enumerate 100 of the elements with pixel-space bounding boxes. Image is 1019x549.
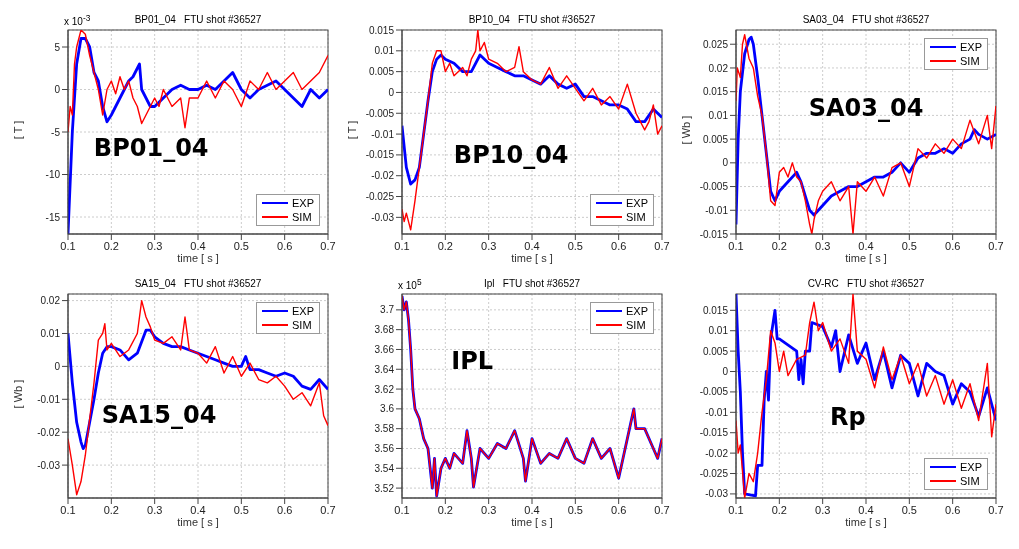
- y-axis-title: [ Wb ]: [12, 378, 24, 411]
- x-tick-label: 0.2: [771, 503, 787, 516]
- y-tick-label: 0.01: [708, 325, 729, 337]
- y-tick-label: 3.58: [374, 423, 395, 435]
- y-axis-title: [ T ]: [12, 119, 24, 142]
- legend-label: SIM: [959, 54, 980, 68]
- x-tick-label: 0.1: [60, 239, 76, 252]
- y-tick-label: -0.005: [699, 181, 729, 193]
- annotation: Rp: [829, 402, 866, 431]
- y-tick-label: -0.01: [705, 204, 729, 216]
- legend-label: SIM: [291, 318, 312, 332]
- x-tick-label: 0.2: [771, 239, 787, 252]
- x-tick-label: 0.3: [815, 503, 831, 516]
- x-tick-label: 0.1: [394, 503, 410, 516]
- y-tick-label: 0.025: [702, 38, 729, 50]
- x-tick-label: 0.4: [858, 503, 874, 516]
- x-tick-label: 0.5: [901, 503, 917, 516]
- legend-label: SIM: [625, 318, 646, 332]
- x-tick-label: 0.1: [60, 503, 76, 516]
- annotation: BP01_04: [93, 134, 209, 163]
- y-tick-label: 0.005: [702, 345, 729, 357]
- y-tick-label: 0: [54, 360, 61, 372]
- x-tick-label: 0.6: [611, 239, 627, 252]
- x-tick-label: 0.5: [233, 503, 249, 516]
- x-tick-label: 0.3: [481, 503, 497, 516]
- x-tick-label: 0.5: [567, 239, 583, 252]
- y-tick-label: -0.02: [705, 447, 729, 459]
- x-tick-label: 0.5: [233, 239, 249, 252]
- x-tick-label: 0.4: [524, 503, 540, 516]
- x-axis-title: time [ s ]: [176, 252, 220, 264]
- y-tick-label: -0.01: [705, 406, 729, 418]
- x-tick-label: 0.5: [901, 239, 917, 252]
- y-tick-label: 3.68: [374, 324, 395, 336]
- x-tick-label: 0.6: [277, 239, 293, 252]
- y-tick-label: 0: [54, 84, 61, 96]
- y-tick-label: 3.7: [380, 304, 395, 316]
- y-tick-label: -0.015: [699, 427, 729, 439]
- x-tick-label: 0.6: [611, 503, 627, 516]
- x-tick-label: 0.7: [320, 239, 336, 252]
- x-axis-title: time [ s ]: [844, 516, 888, 528]
- x-tick-label: 0.4: [190, 239, 206, 252]
- y-tick-label: 0.02: [708, 62, 729, 74]
- annotation: SA15_04: [101, 400, 217, 429]
- y-tick-label: 3.6: [380, 403, 395, 415]
- y-axis-title: [ Wb ]: [680, 114, 692, 147]
- chart-title: Ipl FTU shot #36527: [483, 278, 581, 289]
- chart-title: BP01_04 FTU shot #36527: [134, 14, 262, 25]
- x-tick-label: 0.2: [103, 239, 119, 252]
- legend-label: EXP: [291, 196, 314, 210]
- y-tick-label: 0.015: [702, 86, 729, 98]
- y-tick-label: 5: [54, 41, 61, 53]
- annotation: BP10_04: [453, 140, 569, 169]
- y-tick-label: 3.62: [374, 383, 395, 395]
- legend-label: SIM: [291, 210, 312, 224]
- x-axis-title: time [ s ]: [176, 516, 220, 528]
- x-tick-label: 0.3: [147, 503, 163, 516]
- x-tick-label: 0.3: [147, 239, 163, 252]
- x-tick-label: 0.3: [815, 239, 831, 252]
- y-tick-label: 0.005: [702, 133, 729, 145]
- x-tick-label: 0.2: [437, 503, 453, 516]
- x-axis-title: time [ s ]: [510, 516, 554, 528]
- x-tick-label: 0.7: [654, 503, 670, 516]
- x-axis-title: time [ s ]: [844, 252, 888, 264]
- y-tick-label: 0: [388, 87, 395, 98]
- x-axis-title: time [ s ]: [510, 252, 554, 264]
- legend-label: EXP: [959, 460, 982, 474]
- x-tick-label: 0.1: [728, 503, 744, 516]
- chart-title: CV-RC FTU shot #36527: [806, 278, 926, 289]
- x-tick-label: 0.6: [945, 239, 961, 252]
- text: x 10$^{-3}$: [64, 13, 91, 28]
- chart-title: BP10_04 FTU shot #36527: [467, 14, 597, 25]
- x-tick-label: 0.6: [945, 503, 961, 516]
- legend-label: EXP: [291, 304, 314, 318]
- x-tick-label: 0.2: [103, 503, 119, 516]
- x-tick-label: 0.1: [394, 239, 410, 252]
- y-tick-label: 0: [722, 157, 729, 169]
- y-tick-label: -5: [51, 126, 61, 138]
- y-tick-label: -0.01: [37, 393, 61, 405]
- y-tick-label: 3.54: [374, 462, 395, 474]
- y-tick-label: -0.025: [365, 191, 395, 203]
- annotation: SA03_04: [808, 93, 924, 122]
- x-tick-label: 0.4: [524, 239, 540, 252]
- y-tick-label: 3.64: [374, 363, 395, 375]
- y-tick-label: 3.56: [374, 443, 395, 455]
- y-tick-label: 0.015: [702, 304, 729, 316]
- y-tick-label: -0.01: [371, 128, 395, 140]
- y-tick-label: -15: [45, 211, 61, 223]
- x-tick-label: 0.3: [481, 239, 497, 252]
- x-tick-label: 0.7: [988, 239, 1004, 252]
- text: x 10$^{5}$: [398, 277, 422, 292]
- y-tick-label: 0.01: [40, 328, 61, 340]
- x-tick-label: 0.4: [190, 503, 206, 516]
- x-tick-label: 0.6: [277, 503, 293, 516]
- legend-label: SIM: [625, 210, 646, 224]
- y-axis-title: [ T ]: [346, 119, 358, 142]
- annotation: IPL: [451, 347, 494, 376]
- x-tick-label: 0.7: [320, 503, 336, 516]
- y-tick-label: 0: [722, 366, 729, 378]
- chart-title: SA15_04 FTU shot #36527: [133, 278, 263, 289]
- y-tick-label: -0.03: [705, 488, 729, 500]
